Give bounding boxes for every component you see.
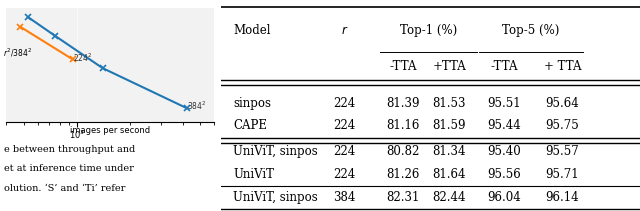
Text: 95.51: 95.51 (487, 97, 520, 110)
Text: -TTA: -TTA (490, 60, 518, 73)
Text: 95.64: 95.64 (545, 97, 579, 110)
Text: 384$^2$: 384$^2$ (187, 100, 207, 112)
Text: 224: 224 (333, 168, 356, 181)
Text: CAPE: CAPE (234, 119, 268, 132)
Text: 95.75: 95.75 (545, 119, 579, 132)
Text: 81.34: 81.34 (433, 145, 466, 158)
Text: + TTA: + TTA (544, 60, 581, 73)
Text: 384: 384 (333, 191, 356, 204)
Text: $r$: $r$ (340, 24, 348, 37)
Text: images per second: images per second (70, 126, 150, 135)
Text: 81.64: 81.64 (433, 168, 466, 181)
Text: 95.44: 95.44 (487, 119, 520, 132)
Text: 82.31: 82.31 (387, 191, 420, 204)
Text: 81.53: 81.53 (433, 97, 466, 110)
Text: 224: 224 (333, 145, 356, 158)
Text: 82.44: 82.44 (433, 191, 466, 204)
Text: 95.40: 95.40 (487, 145, 520, 158)
Text: 95.71: 95.71 (546, 168, 579, 181)
Text: Top-5 (%): Top-5 (%) (502, 24, 560, 37)
Text: et at inference time under: et at inference time under (4, 165, 134, 173)
Text: 81.26: 81.26 (387, 168, 420, 181)
Text: 224: 224 (333, 97, 356, 110)
Text: sinpos: sinpos (234, 97, 271, 110)
Text: 81.16: 81.16 (387, 119, 420, 132)
Text: UniViT, sinpos: UniViT, sinpos (234, 191, 318, 204)
Text: 95.56: 95.56 (487, 168, 520, 181)
Text: +TTA: +TTA (433, 60, 466, 73)
Text: 224$^2$: 224$^2$ (73, 51, 92, 64)
Text: 96.04: 96.04 (487, 191, 520, 204)
Text: UniViT: UniViT (234, 168, 275, 181)
Text: Top-1 (%): Top-1 (%) (399, 24, 457, 37)
Text: 81.59: 81.59 (433, 119, 466, 132)
Text: 81.39: 81.39 (387, 97, 420, 110)
Text: 80.82: 80.82 (387, 145, 420, 158)
Text: e between throughput and: e between throughput and (4, 145, 136, 154)
Text: -TTA: -TTA (389, 60, 417, 73)
Text: $r^2$/384$^2$: $r^2$/384$^2$ (3, 47, 33, 59)
Text: 224: 224 (333, 119, 356, 132)
Text: Model: Model (234, 24, 271, 37)
Text: olution. ‘S’ and ‘Ti’ refer: olution. ‘S’ and ‘Ti’ refer (4, 184, 126, 193)
Text: 96.14: 96.14 (546, 191, 579, 204)
Text: UniViT, sinpos: UniViT, sinpos (234, 145, 318, 158)
Text: 95.57: 95.57 (545, 145, 579, 158)
